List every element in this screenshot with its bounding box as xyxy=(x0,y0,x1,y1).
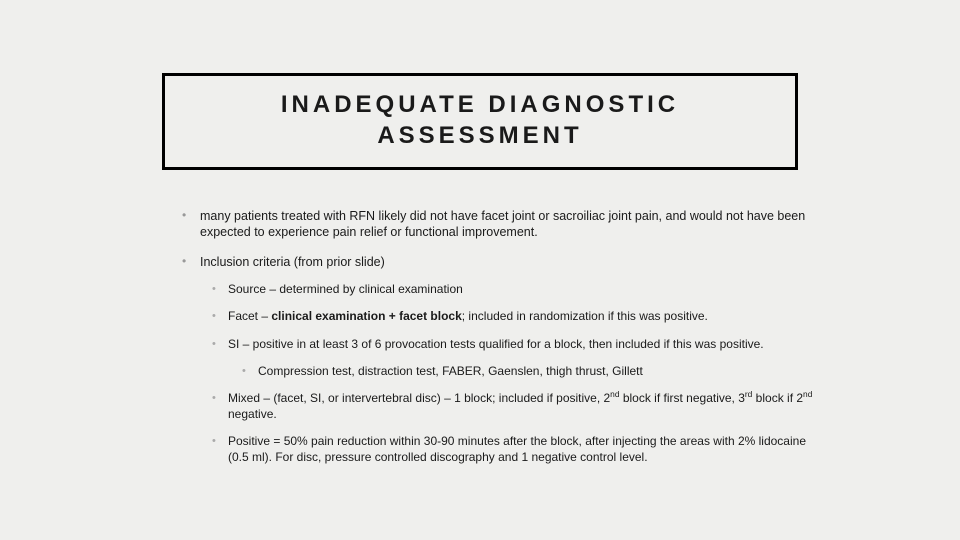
bullet-text: SI – positive in at least 3 of 6 provoca… xyxy=(228,337,764,351)
superscript: nd xyxy=(803,389,812,399)
list-item: Inclusion criteria (from prior slide) So… xyxy=(170,254,820,465)
bullet-text: Mixed – (facet, SI, or intervertebral di… xyxy=(228,391,610,405)
list-item: Compression test, distraction test, FABE… xyxy=(228,364,820,379)
list-item: SI – positive in at least 3 of 6 provoca… xyxy=(200,337,820,380)
bullet-text: Compression test, distraction test, FABE… xyxy=(258,364,643,378)
list-item: Mixed – (facet, SI, or intervertebral di… xyxy=(200,391,820,422)
bullet-text: Source – determined by clinical examinat… xyxy=(228,282,463,296)
slide-title: INADEQUATE DIAGNOSTIC ASSESSMENT xyxy=(185,90,775,151)
list-item: Source – determined by clinical examinat… xyxy=(200,282,820,297)
title-line-1: INADEQUATE DIAGNOSTIC xyxy=(281,91,679,118)
slide-body: many patients treated with RFN likely di… xyxy=(170,208,820,479)
superscript: nd xyxy=(610,389,619,399)
bullet-text: Positive = 50% pain reduction within 30-… xyxy=(228,434,806,463)
title-box: INADEQUATE DIAGNOSTIC ASSESSMENT xyxy=(162,73,798,170)
title-line-2: ASSESSMENT xyxy=(377,122,582,149)
list-item: many patients treated with RFN likely di… xyxy=(170,208,820,240)
bullet-text: negative. xyxy=(228,407,277,421)
bullet-text: many patients treated with RFN likely di… xyxy=(200,209,805,239)
bold-text: clinical examination + facet block xyxy=(271,309,461,323)
bullet-list-level-1: many patients treated with RFN likely di… xyxy=(170,208,820,465)
bullet-text: Facet – xyxy=(228,309,271,323)
list-item: Positive = 50% pain reduction within 30-… xyxy=(200,434,820,465)
bullet-list-level-2: Source – determined by clinical examinat… xyxy=(200,282,820,465)
list-item: Facet – clinical examination + facet blo… xyxy=(200,309,820,324)
bullet-text: block if first negative, 3 xyxy=(620,391,745,405)
bullet-text: ; included in randomization if this was … xyxy=(462,309,708,323)
bullet-text: block if 2 xyxy=(752,391,803,405)
bullet-text: Inclusion criteria (from prior slide) xyxy=(200,255,385,269)
bullet-list-level-3: Compression test, distraction test, FABE… xyxy=(228,364,820,379)
